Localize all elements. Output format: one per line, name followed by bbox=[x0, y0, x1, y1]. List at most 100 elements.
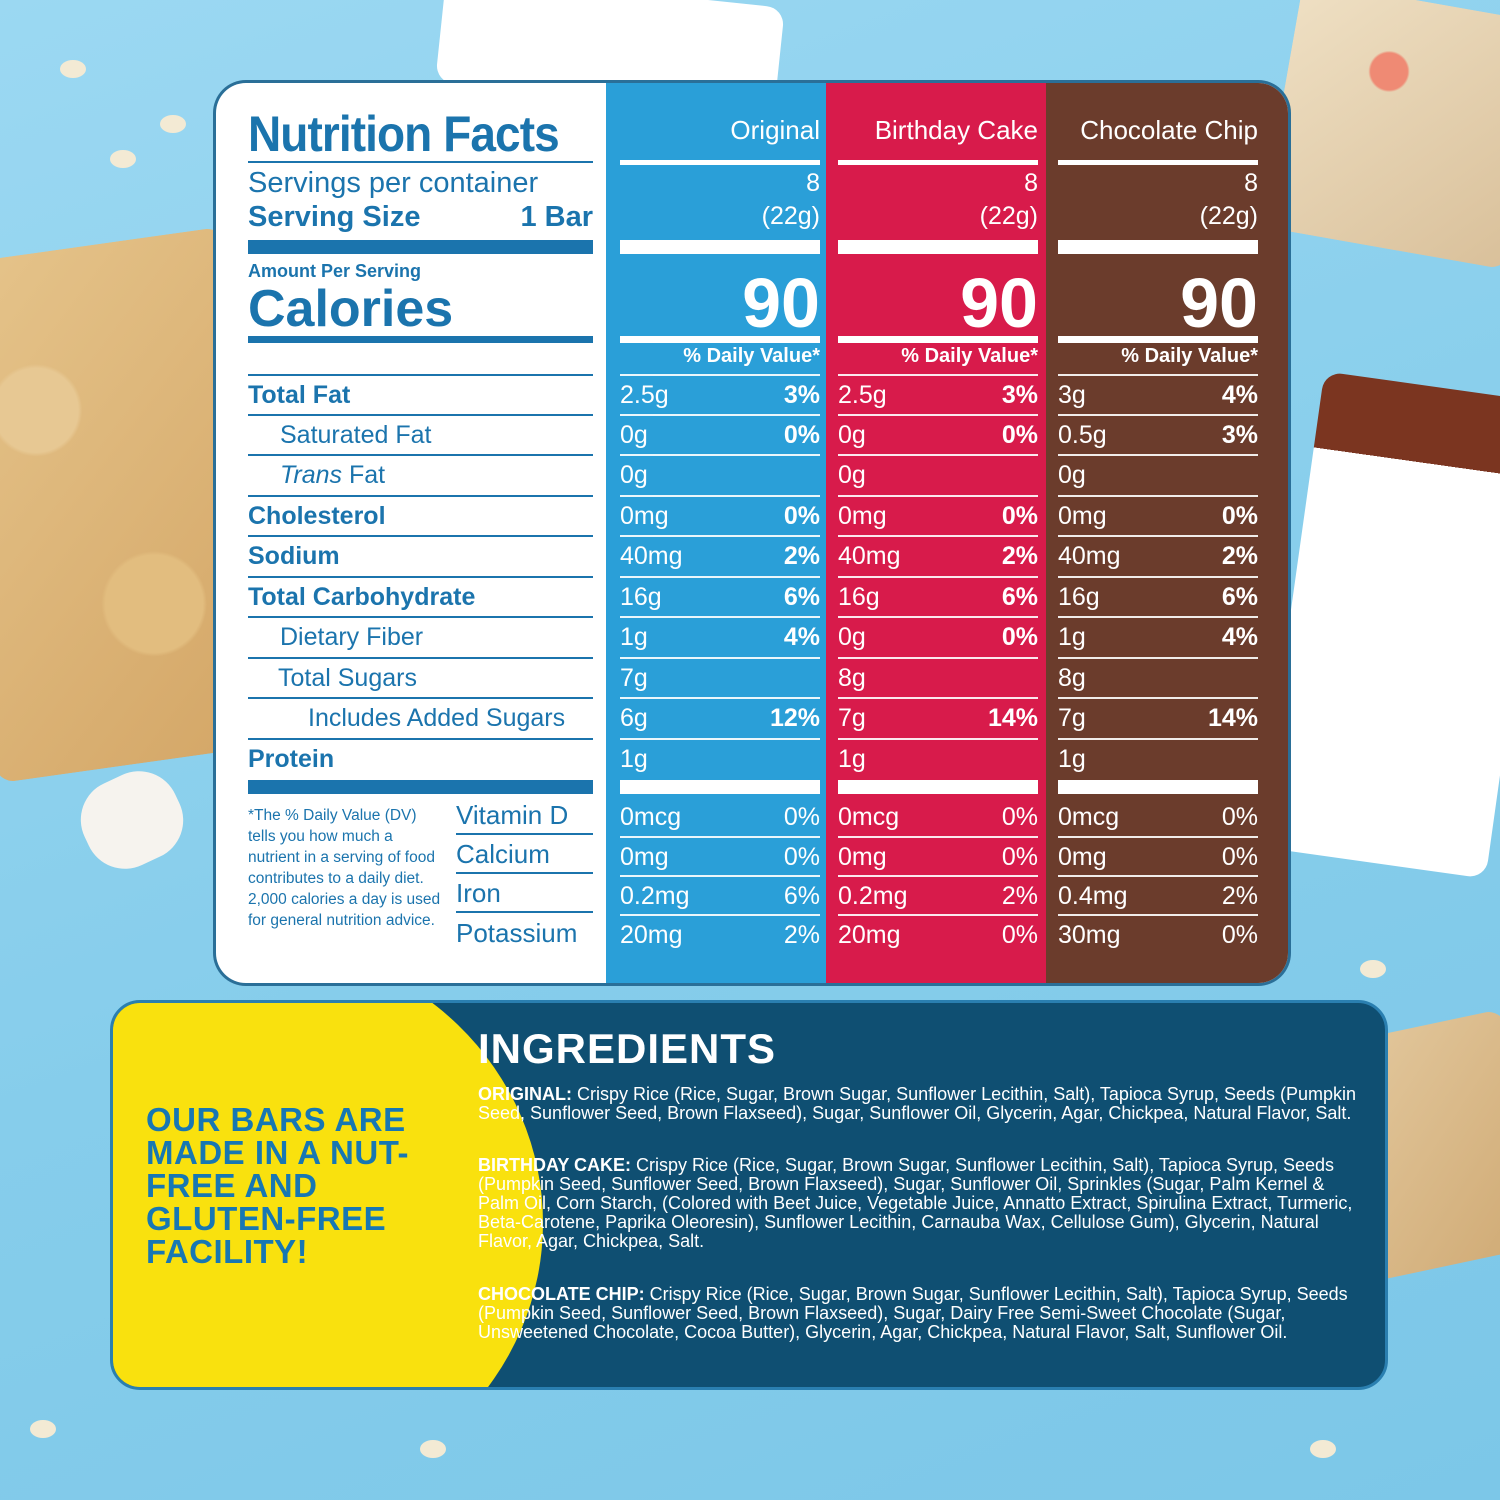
amount: 7g bbox=[838, 703, 866, 732]
amount: 0mg bbox=[1058, 501, 1107, 530]
percent-dv: 14% bbox=[987, 703, 1038, 732]
nutrient-row-dietary-fiber: Dietary Fiber bbox=[248, 616, 593, 656]
amount: 0.4mg bbox=[1058, 881, 1128, 910]
vitamin-row: 20mg 2% bbox=[620, 914, 820, 954]
percent-dv: 0% bbox=[1221, 802, 1258, 831]
calories-value: 90 bbox=[960, 264, 1038, 342]
value-row: 0g 0% bbox=[620, 414, 820, 454]
value-row: 8g bbox=[1058, 657, 1258, 697]
nutrient-row-saturated-fat: Saturated Fat bbox=[248, 414, 593, 454]
thick-rule bbox=[838, 780, 1038, 794]
nutrient-label: Sodium bbox=[248, 541, 340, 570]
value-row: 0mg 0% bbox=[620, 495, 820, 535]
amount: 1g bbox=[620, 622, 648, 651]
percent-dv: 0% bbox=[783, 842, 820, 871]
value-row: 1g 4% bbox=[1058, 616, 1258, 656]
percent-dv: 0% bbox=[1221, 920, 1258, 949]
value-row: 7g 14% bbox=[838, 697, 1038, 737]
value-row: 1g bbox=[1058, 738, 1258, 778]
percent-dv: 3% bbox=[783, 380, 820, 409]
percent-dv: 0% bbox=[1001, 842, 1038, 871]
amount: 0g bbox=[838, 420, 866, 449]
amount: 0g bbox=[838, 460, 866, 489]
value-row: 3g 4% bbox=[1058, 374, 1258, 414]
percent-dv: 14% bbox=[1207, 703, 1258, 732]
value-row: 0g bbox=[620, 454, 820, 494]
value-row: 7g 14% bbox=[1058, 697, 1258, 737]
flavor-name: Original bbox=[730, 115, 820, 145]
facility-claim: OUR BARS ARE MADE IN A NUT-FREE AND GLUT… bbox=[146, 1101, 410, 1270]
amount: 0.2mg bbox=[838, 881, 908, 910]
amount: 0.5g bbox=[1058, 420, 1107, 449]
amount: 6g bbox=[620, 703, 648, 732]
ingredient-text: Crispy Rice (Rice, Sugar, Brown Sugar, S… bbox=[478, 1284, 1348, 1342]
medium-rule bbox=[838, 336, 1038, 343]
servings-count: 8 (22g) bbox=[980, 167, 1038, 233]
thick-rule bbox=[838, 240, 1038, 254]
amount: 40mg bbox=[1058, 541, 1121, 570]
amount: 30mg bbox=[1058, 920, 1121, 949]
vitamin-row: 0mg 0% bbox=[1058, 836, 1258, 876]
amount: 0mcg bbox=[1058, 802, 1120, 831]
ingredients-birthday-cake: BIRTHDAY CAKE: Crispy Rice (Rice, Sugar,… bbox=[478, 1156, 1358, 1251]
nutrient-row-total-sugars: Total Sugars bbox=[248, 657, 593, 697]
nutrient-label: Total Sugars bbox=[278, 663, 417, 692]
serving-weight: (22g) bbox=[1199, 202, 1258, 230]
percent-dv: 0% bbox=[1001, 622, 1038, 651]
amount: 0mg bbox=[620, 842, 669, 871]
nutrient-label: Trans Fat bbox=[280, 461, 385, 490]
amount: 0mg bbox=[1058, 842, 1107, 871]
percent-dv: 2% bbox=[1001, 881, 1038, 910]
percent-dv: 2% bbox=[1221, 881, 1258, 910]
percent-dv: 0% bbox=[783, 420, 820, 449]
ingredients-chocolate-chip: CHOCOLATE CHIP: Crispy Rice (Rice, Sugar… bbox=[478, 1285, 1358, 1342]
calories-value: 90 bbox=[742, 264, 820, 342]
value-row: 0.5g 3% bbox=[1058, 414, 1258, 454]
flavor-label: ORIGINAL: bbox=[478, 1084, 572, 1104]
flavor-label: CHOCOLATE CHIP: bbox=[478, 1284, 645, 1304]
nutrient-row-total-carbohydrate: Total Carbohydrate bbox=[248, 576, 593, 616]
amount: 1g bbox=[1058, 744, 1086, 773]
rule bbox=[248, 161, 593, 163]
amount: 0mcg bbox=[838, 802, 900, 831]
percent-dv: 6% bbox=[1001, 582, 1038, 611]
nutrient-label: Protein bbox=[248, 744, 335, 773]
value-row: 0g bbox=[838, 454, 1038, 494]
value-row: 2.5g 3% bbox=[620, 374, 820, 414]
ingredient-text: Crispy Rice (Rice, Sugar, Brown Sugar, S… bbox=[478, 1084, 1357, 1123]
nutrient-label: Total Fat bbox=[248, 380, 351, 409]
percent-dv: 2% bbox=[1221, 541, 1258, 570]
rice-crisp bbox=[1310, 1440, 1336, 1458]
calcium-label: Calcium bbox=[456, 836, 593, 874]
thick-rule bbox=[620, 240, 820, 254]
vitamin-row: 0.4mg 2% bbox=[1058, 875, 1258, 915]
value-row: 2.5g 3% bbox=[838, 374, 1038, 414]
percent-dv: 0% bbox=[783, 501, 820, 530]
nutrient-row-sodium: Sodium bbox=[248, 535, 593, 575]
vitamin-row: 0mg 0% bbox=[620, 836, 820, 876]
ingredients-original: ORIGINAL: Crispy Rice (Rice, Sugar, Brow… bbox=[478, 1085, 1358, 1123]
daily-value-header: % Daily Value* bbox=[1121, 345, 1258, 367]
vitamin-row: 0.2mg 2% bbox=[838, 875, 1038, 915]
value-row: 40mg 2% bbox=[1058, 535, 1258, 575]
amount: 0mg bbox=[838, 501, 887, 530]
ingredients-title: INGREDIENTS bbox=[478, 1025, 777, 1072]
value-row: 1g bbox=[838, 738, 1038, 778]
crispy-bar-top-right bbox=[1260, 0, 1500, 270]
percent-dv: 2% bbox=[1001, 541, 1038, 570]
rice-crisp bbox=[30, 1420, 56, 1438]
nutrient-label: Includes Added Sugars bbox=[308, 703, 566, 732]
nutrient-label: Cholesterol bbox=[248, 501, 386, 530]
ingredients-panel: OUR BARS ARE MADE IN A NUT-FREE AND GLUT… bbox=[110, 1000, 1388, 1390]
value-row: 7g bbox=[620, 657, 820, 697]
amount: 16g bbox=[838, 582, 880, 611]
value-row: 16g 6% bbox=[620, 576, 820, 616]
calories-label: Calories bbox=[248, 280, 454, 338]
amount: 0g bbox=[620, 420, 648, 449]
amount: 20mg bbox=[620, 920, 683, 949]
thick-rule bbox=[248, 240, 593, 254]
thick-rule bbox=[1058, 780, 1258, 794]
value-row: 16g 6% bbox=[838, 576, 1038, 616]
medium-rule bbox=[1058, 336, 1258, 343]
yellow-badge bbox=[113, 1003, 543, 1387]
